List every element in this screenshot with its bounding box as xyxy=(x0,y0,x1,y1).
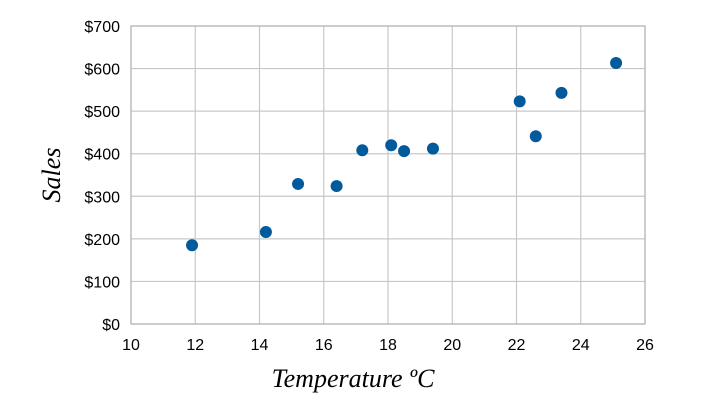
plot-area-frame xyxy=(130,25,646,325)
x-tick-label: 14 xyxy=(251,337,269,354)
data-point xyxy=(398,145,411,158)
y-tick-label: $700 xyxy=(84,19,120,36)
x-tick-label: 24 xyxy=(572,337,590,354)
y-axis-title: Sales xyxy=(37,148,66,203)
data-point xyxy=(356,144,369,157)
data-point xyxy=(186,239,199,252)
x-tick-label: 18 xyxy=(379,337,397,354)
x-tick-label: 16 xyxy=(315,337,333,354)
x-tick-label: 12 xyxy=(186,337,204,354)
grid xyxy=(130,25,646,325)
y-axis-tick-labels: $0 $100 $200 $300 $400 $500 $600 $700 xyxy=(84,19,120,334)
data-point xyxy=(555,86,568,99)
data-point xyxy=(426,142,439,155)
x-axis-tick-labels: 10 12 14 16 18 20 22 24 26 xyxy=(122,337,654,354)
x-tick-label: 10 xyxy=(122,337,140,354)
data-point xyxy=(330,180,343,193)
x-axis-title: Temperature ºC xyxy=(272,364,436,393)
y-tick-label: $600 xyxy=(84,62,120,79)
x-tick-label: 26 xyxy=(636,337,654,354)
y-tick-label: $300 xyxy=(84,189,120,206)
y-tick-label: $100 xyxy=(84,274,120,291)
x-tick-label: 22 xyxy=(508,337,526,354)
data-point xyxy=(513,95,526,108)
data-point xyxy=(259,226,272,239)
data-points xyxy=(186,57,623,252)
y-tick-label: $0 xyxy=(102,317,120,334)
y-tick-label: $200 xyxy=(84,232,120,249)
data-point xyxy=(292,177,305,190)
y-tick-label: $400 xyxy=(84,147,120,164)
data-point xyxy=(529,130,542,143)
y-tick-label: $500 xyxy=(84,104,120,121)
data-point xyxy=(610,57,623,70)
data-point xyxy=(385,139,398,152)
x-tick-label: 20 xyxy=(443,337,461,354)
